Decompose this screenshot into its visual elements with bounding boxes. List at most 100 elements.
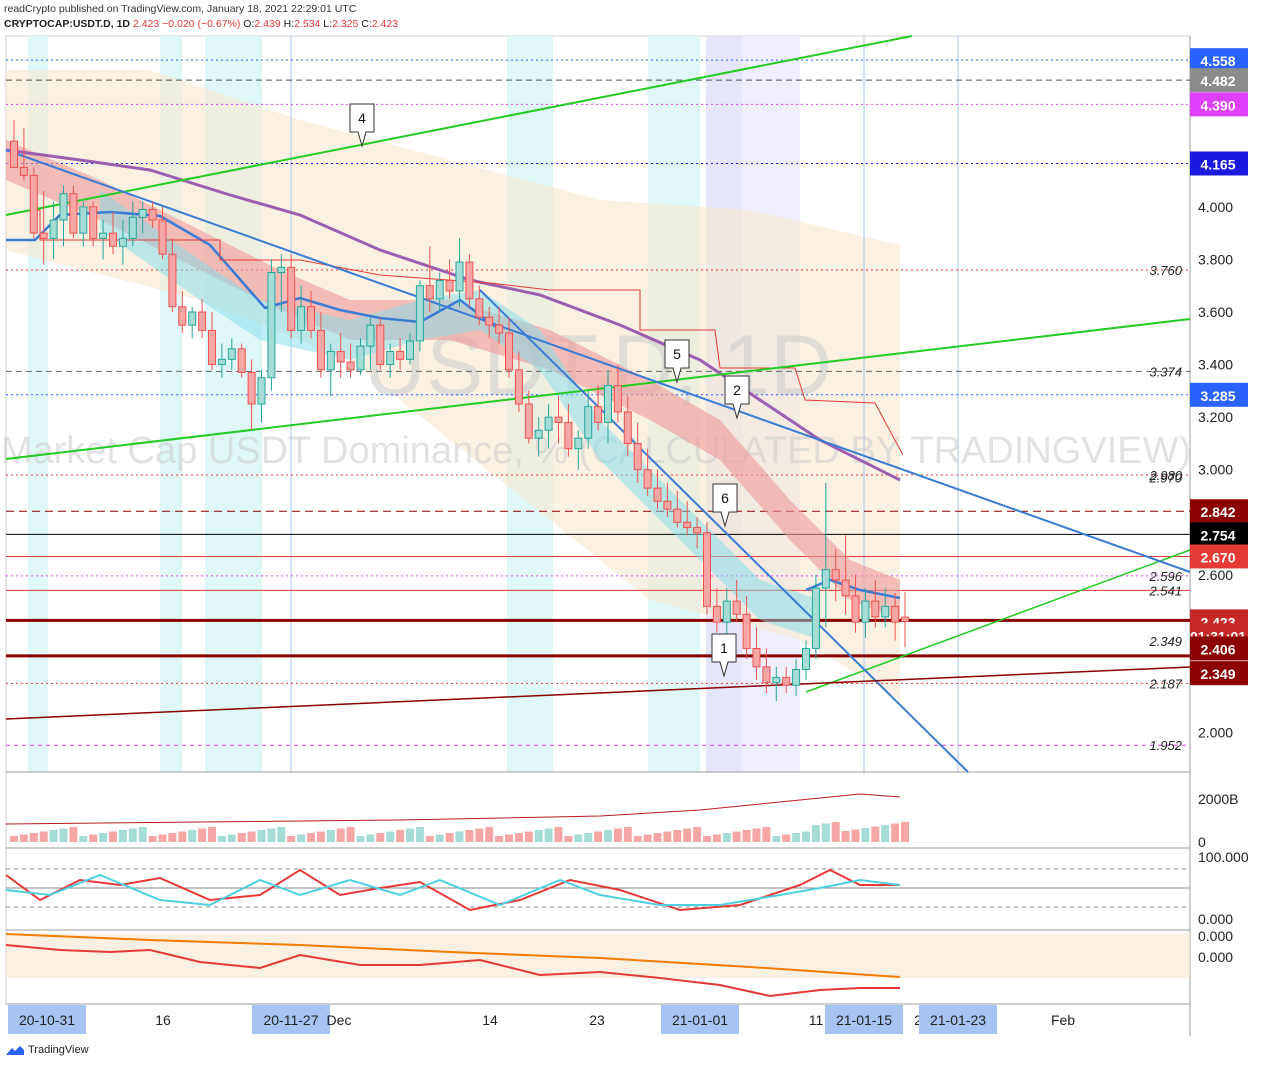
candle-body xyxy=(178,306,187,326)
candle-body xyxy=(316,329,325,371)
volume-bar xyxy=(742,830,751,842)
callout-number: 1 xyxy=(720,640,728,656)
volume-bar xyxy=(59,828,68,842)
candle-body xyxy=(158,219,167,255)
candle-body xyxy=(802,647,810,670)
volume-bar xyxy=(227,834,236,842)
volume-bar xyxy=(762,827,771,842)
price-badge xyxy=(1190,68,1248,93)
volume-bar xyxy=(722,833,731,842)
x-axis-tick: 20-11-27 xyxy=(263,1012,318,1028)
price-change: −0.020 (−0.67%) xyxy=(162,18,241,30)
candle-body xyxy=(307,306,315,331)
candle-body xyxy=(277,266,286,274)
x-axis-tick: 21-01-15 xyxy=(836,1012,892,1028)
candle-body xyxy=(455,261,464,292)
volume-bar xyxy=(891,823,900,842)
volume-bar xyxy=(851,829,860,842)
price-badge-label: 4.558 xyxy=(1200,53,1235,69)
volume-bar xyxy=(178,831,187,842)
volume-bar xyxy=(821,823,830,842)
candle-body xyxy=(584,406,593,439)
candle-body xyxy=(10,140,18,168)
candle-body xyxy=(336,350,345,363)
volume-bar xyxy=(396,830,405,842)
volume-bar xyxy=(406,828,414,842)
price-badge-label: 4.390 xyxy=(1200,97,1235,113)
candle-body xyxy=(485,316,494,326)
volume-bar xyxy=(49,830,58,842)
price-badge-label: 4.482 xyxy=(1200,73,1235,89)
x-axis-tick: Feb xyxy=(1051,1012,1075,1028)
candle-body xyxy=(841,579,850,597)
osc-axis-tick: 0.000 xyxy=(1198,911,1233,927)
wave-label-marker: 5 xyxy=(664,339,690,384)
green-trend-line xyxy=(5,35,913,216)
price-badge-label: 3.285 xyxy=(1200,388,1235,404)
candle-body xyxy=(544,416,553,431)
volume-bar xyxy=(425,836,434,842)
volume-bar xyxy=(287,836,296,842)
brand-label: TradingView xyxy=(28,1044,89,1056)
volume-bar xyxy=(831,822,840,842)
candle-body xyxy=(712,605,721,623)
close-label: C: xyxy=(361,18,372,30)
cyan-band xyxy=(100,190,820,640)
x-axis-tick: Dec xyxy=(327,1012,352,1028)
callout-shape xyxy=(711,633,737,678)
volume-average xyxy=(5,793,901,825)
volume-bar xyxy=(673,830,682,842)
volume-bar xyxy=(297,834,306,842)
candle-body xyxy=(59,193,68,221)
callout-shape xyxy=(724,375,750,420)
callout-shape xyxy=(712,483,738,528)
volume-bar xyxy=(524,831,533,842)
candle-body xyxy=(851,595,860,623)
candle-body xyxy=(208,329,216,366)
candle-body xyxy=(703,532,711,607)
volume-bar xyxy=(89,834,98,842)
close-value: 2.423 xyxy=(371,18,399,30)
symbol-label: CRYPTOCAP:USDT.D, 1D xyxy=(4,18,131,30)
volume-bar xyxy=(594,831,603,842)
volume-bar xyxy=(198,828,207,842)
price-badge-label: 2.754 xyxy=(1200,527,1235,543)
candle-body xyxy=(247,371,256,405)
high-value: 2.534 xyxy=(294,18,321,30)
volume-bar xyxy=(554,827,563,842)
candle-body xyxy=(99,232,108,239)
volume-bar xyxy=(99,833,108,842)
wave-label-marker: 6 xyxy=(712,483,738,528)
volume-bar xyxy=(445,833,454,842)
level-label: 2.596 xyxy=(1148,569,1182,584)
candle-body xyxy=(782,676,791,686)
candle-body xyxy=(29,174,38,234)
candle-body xyxy=(406,340,414,360)
callout-number: 2 xyxy=(733,382,741,398)
candle-body xyxy=(257,377,266,405)
volume-bar xyxy=(871,826,880,842)
price-badge xyxy=(1190,636,1248,661)
volume-bar xyxy=(752,828,761,842)
candle-body xyxy=(901,616,909,622)
volume-bar xyxy=(455,831,464,842)
volume-bar xyxy=(564,836,573,842)
candle-body xyxy=(69,193,78,234)
price-badge xyxy=(1190,499,1248,524)
price-badge xyxy=(1190,522,1248,547)
maroon-trend-line xyxy=(5,666,1191,720)
candle-body xyxy=(198,311,207,331)
volume-axis-tick: 0 xyxy=(1198,834,1206,850)
volume-bar xyxy=(208,827,216,842)
volume-bar xyxy=(366,834,375,842)
x-axis-date-badge xyxy=(919,1005,997,1034)
price-badge-label: 2.670 xyxy=(1200,549,1235,565)
volume-bar xyxy=(703,836,711,842)
osc-axis-tick: 100.000 xyxy=(1198,849,1249,865)
volume-bar xyxy=(158,834,167,842)
volume-bar xyxy=(118,830,127,842)
candle-body xyxy=(732,600,741,615)
volume-bar xyxy=(475,828,484,842)
y-axis-tick: 2.000 xyxy=(1198,725,1233,741)
